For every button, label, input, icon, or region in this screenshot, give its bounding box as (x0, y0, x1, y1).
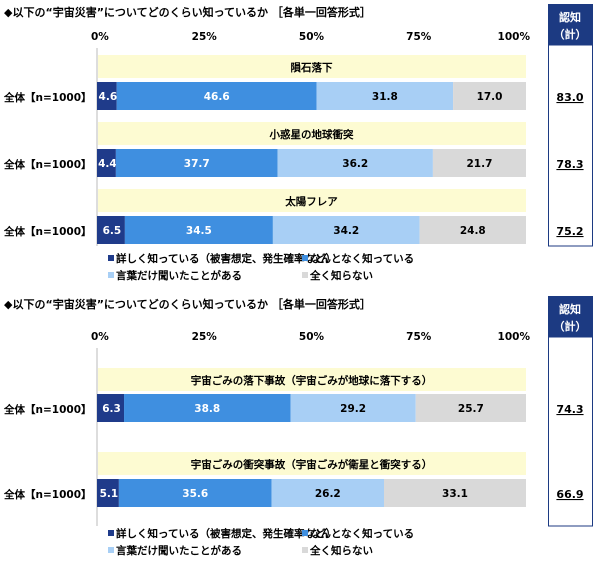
bar-segment (124, 394, 291, 422)
legend-label: なんとなく知っている (310, 527, 414, 540)
legend-label: 詳しく知っている（被害想定、発生確率など） (116, 527, 336, 540)
legend-swatch (108, 547, 114, 553)
category-label: 全体【n=1000】 (3, 488, 92, 501)
bar-segment (118, 479, 272, 507)
legend-swatch (302, 547, 308, 553)
item-banner (98, 189, 526, 212)
data-label: 6.3 (102, 403, 121, 415)
bar-segment (97, 479, 119, 507)
data-label: 37.7 (184, 158, 210, 170)
legend-label: 言葉だけ聞いたことがある (116, 269, 242, 282)
item-label: 隕石落下 (291, 61, 333, 74)
x-tick-label: 0% (91, 331, 109, 343)
total-value: 78.3 (556, 158, 583, 171)
legend-label: 言葉だけ聞いたことがある (116, 544, 242, 557)
bar-segment (432, 149, 526, 177)
data-label: 34.5 (186, 225, 212, 237)
data-label: 6.5 (103, 225, 122, 237)
item-label: 宇宙ごみの落下事故（宇宙ごみが地球に落下する） (191, 374, 433, 387)
x-tick-label: 25% (192, 31, 218, 43)
x-tick-label: 50% (299, 331, 325, 343)
data-label: 33.1 (442, 488, 468, 500)
data-label: 5.1 (100, 488, 119, 500)
total-header-box (548, 296, 593, 337)
legend-swatch (108, 272, 114, 278)
total-value: 66.9 (556, 488, 583, 501)
data-label: 26.2 (315, 488, 341, 500)
x-tick-label: 25% (192, 331, 218, 343)
total-header-box (548, 4, 593, 45)
bar-segment (115, 149, 278, 177)
legend-swatch (108, 530, 114, 536)
bar-segment (272, 216, 420, 244)
data-label: 4.4 (98, 158, 117, 170)
bar-segment (97, 82, 117, 110)
category-label: 全体【n=1000】 (3, 91, 92, 104)
bar-segment (97, 216, 125, 244)
total-header-label: 認知 (559, 302, 581, 316)
bar-segment (124, 216, 273, 244)
data-label: 31.8 (372, 91, 398, 103)
data-label: 38.8 (194, 403, 220, 415)
legend-label: 全く知らない (309, 269, 373, 282)
item-label: 太陽フレア (284, 195, 338, 208)
bar-segment (415, 394, 526, 422)
chart-title: ◆以下の“宇宙災害”についてどのくらい知っているか ［各単一回答形式］ (4, 297, 371, 311)
chart-title: ◆以下の“宇宙災害”についてどのくらい知っているか ［各単一回答形式］ (4, 5, 371, 19)
data-label: 17.0 (477, 91, 503, 103)
total-value: 74.3 (556, 403, 583, 416)
total-column-box (548, 44, 593, 247)
category-label: 全体【n=1000】 (3, 403, 92, 416)
x-tick-label: 100% (498, 31, 531, 43)
total-header-label: 認知 (559, 10, 581, 24)
category-label: 全体【n=1000】 (3, 225, 92, 238)
x-tick-label: 50% (299, 31, 325, 43)
data-label: 4.6 (99, 91, 118, 103)
legend-swatch (108, 255, 114, 261)
bar-segment (384, 479, 526, 507)
data-label: 34.2 (333, 225, 359, 237)
total-column-box (548, 336, 593, 527)
legend-label: なんとなく知っている (310, 252, 414, 265)
bar-segment (277, 149, 433, 177)
data-label: 24.8 (460, 225, 486, 237)
bar-segment (290, 394, 416, 422)
data-label: 36.2 (342, 158, 368, 170)
legend-swatch (302, 255, 308, 261)
bar-segment (453, 82, 526, 110)
bar-segment (97, 394, 125, 422)
x-tick-label: 75% (406, 331, 432, 343)
legend-label: 全く知らない (309, 544, 373, 557)
item-label: 小惑星の地球衝突 (269, 128, 354, 141)
legend-swatch (302, 530, 308, 536)
x-tick-label: 100% (498, 331, 531, 343)
data-label: 21.7 (466, 158, 492, 170)
data-label: 35.6 (182, 488, 208, 500)
bar-segment (271, 479, 385, 507)
bar-segment (116, 82, 317, 110)
bar-segment (97, 149, 116, 177)
bar-segment (419, 216, 526, 244)
total-value: 75.2 (556, 225, 583, 238)
item-banner (98, 368, 526, 391)
data-label: 29.2 (340, 403, 366, 415)
legend-swatch (302, 272, 308, 278)
bar-segment (316, 82, 454, 110)
x-tick-label: 75% (406, 31, 432, 43)
total-header-sub: （計） (554, 319, 587, 333)
legend-label: 詳しく知っている（被害想定、発生確率など） (116, 252, 336, 265)
category-label: 全体【n=1000】 (3, 158, 92, 171)
data-label: 25.7 (458, 403, 484, 415)
total-value: 83.0 (556, 91, 583, 104)
total-header-sub: （計） (554, 27, 587, 41)
data-label: 46.6 (204, 91, 230, 103)
item-banner (98, 55, 526, 78)
item-banner (98, 122, 526, 145)
item-label: 宇宙ごみの衝突事故（宇宙ごみが衛星と衝突する） (191, 458, 433, 471)
item-banner (98, 452, 526, 475)
x-tick-label: 0% (91, 31, 109, 43)
